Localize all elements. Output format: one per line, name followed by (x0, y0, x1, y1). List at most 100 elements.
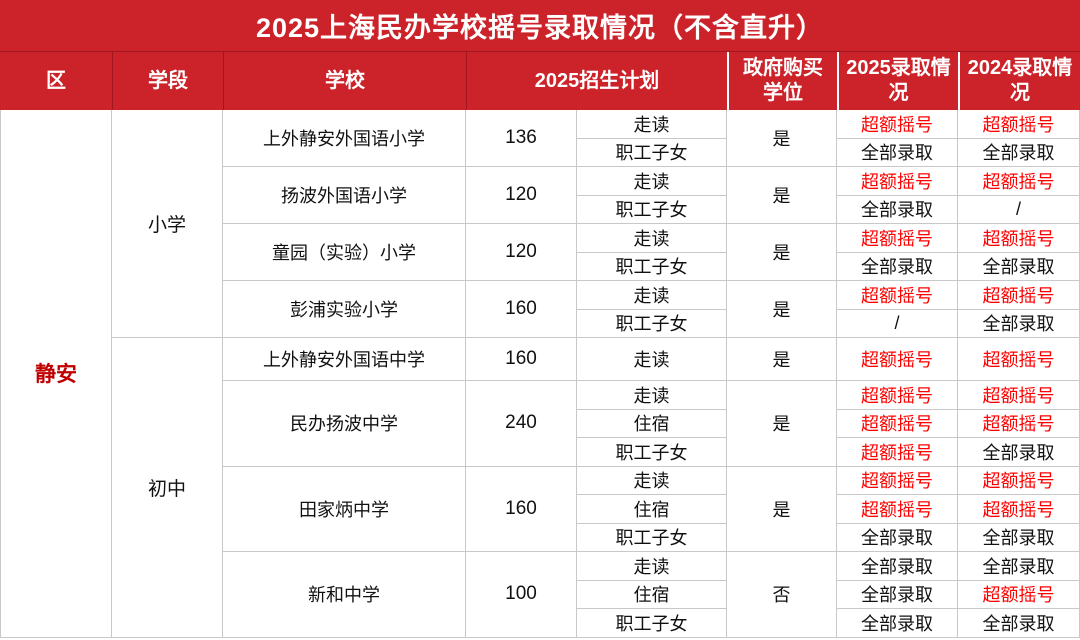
admission-table: 区 学段 学校 2025招生计划 政府购买学位 2025录取情况 2024录取情… (0, 52, 1080, 638)
table-row: 新和中学 100 走读否全部录取 全部录取 (0, 552, 1080, 638)
plan-category-cell: 走读 (577, 552, 727, 581)
plan-category-cell: 走读 (577, 224, 727, 253)
result-2025-cell: 超额摇号 (837, 338, 958, 381)
result-2024-cell: 超额摇号 (958, 409, 1080, 438)
result-2024-cell: 全部录取 (958, 438, 1080, 467)
school-cell: 上外静安外国语小学 (223, 110, 466, 167)
gov-purchase-cell: 是 (727, 466, 837, 552)
header-stage: 学段 (112, 52, 223, 110)
header-gov-purchase: 政府购买学位 (727, 52, 837, 110)
plan-category-cell: 走读 (577, 381, 727, 410)
gov-purchase-cell: 是 (727, 281, 837, 338)
result-2025-cell: 全部录取 (837, 609, 958, 638)
result-2024-cell: 超额摇号 (958, 466, 1080, 495)
plan-category-cell: 走读 (577, 167, 727, 196)
result-2025-cell: 全部录取 (837, 252, 958, 281)
table-body: 静安 小学 上外静安外国语小学 136 走读是超额摇号 超额摇号 职工子女 全部录取 全部录取扬… (0, 110, 1080, 638)
school-cell: 民办扬波中学 (223, 381, 466, 467)
plan-count-cell: 160 (466, 338, 577, 381)
result-2024-cell: / (958, 195, 1080, 224)
result-2025-cell: 全部录取 (837, 580, 958, 609)
result-2024-cell: 超额摇号 (958, 224, 1080, 253)
header-row: 区 学段 学校 2025招生计划 政府购买学位 2025录取情况 2024录取情… (0, 52, 1080, 110)
result-2025-cell: 超额摇号 (837, 281, 958, 310)
plan-category-cell: 走读 (577, 466, 727, 495)
table-row: 职工子女 全部录取 全部录取 (0, 252, 1080, 281)
table-row: 静安 小学 上外静安外国语小学 136 走读是超额摇号 超额摇号 (0, 110, 1080, 638)
plan-count-cell: 136 (466, 110, 577, 167)
result-2024-cell: 全部录取 (958, 523, 1080, 552)
table-row: 职工子女 全部录取 全部录取 (0, 609, 1080, 638)
plan-count-cell: 120 (466, 224, 577, 281)
table-row: 民办扬波中学 240 走读是超额摇号 超额摇号 (0, 381, 1080, 467)
gov-purchase-cell: 是 (727, 167, 837, 224)
plan-count-cell: 120 (466, 167, 577, 224)
plan-category-cell: 走读 (577, 338, 727, 381)
stage-cell: 小学 (112, 110, 223, 338)
school-cell: 田家炳中学 (223, 466, 466, 552)
plan-category-cell: 住宿 (577, 580, 727, 609)
result-2025-cell: 超额摇号 (837, 409, 958, 438)
gov-purchase-cell: 是 (727, 224, 837, 281)
plan-category-cell: 走读 (577, 281, 727, 310)
plan-category-cell: 职工子女 (577, 195, 727, 224)
result-2025-cell: 全部录取 (837, 138, 958, 167)
page-title: 2025上海民办学校摇号录取情况（不含直升） (0, 0, 1080, 52)
table-row: 童园（实验）小学 120 走读是超额摇号 超额摇号 (0, 224, 1080, 281)
school-cell: 童园（实验）小学 (223, 224, 466, 281)
result-2025-cell: 超额摇号 (837, 381, 958, 410)
table-row: 职工子女 全部录取 / (0, 195, 1080, 224)
table-row: 职工子女 全部录取 全部录取 (0, 523, 1080, 552)
plan-category-cell: 职工子女 (577, 609, 727, 638)
school-cell: 扬波外国语小学 (223, 167, 466, 224)
table-row: 住宿 超额摇号 超额摇号 (0, 409, 1080, 438)
stage-cell: 初中 (112, 338, 223, 638)
plan-category-cell: 职工子女 (577, 138, 727, 167)
table-row: 扬波外国语小学 120 走读是超额摇号 超额摇号 (0, 167, 1080, 224)
result-2024-cell: 超额摇号 (958, 495, 1080, 524)
gov-purchase-cell: 否 (727, 552, 837, 638)
table-row: 初中 上外静安外国语中学 160 走读是超额摇号 超额摇号 (0, 338, 1080, 638)
plan-category-cell: 职工子女 (577, 438, 727, 467)
school-cell: 新和中学 (223, 552, 466, 638)
plan-count-cell: 240 (466, 381, 577, 467)
result-2024-cell: 超额摇号 (958, 338, 1080, 381)
plan-count-cell: 160 (466, 466, 577, 552)
gov-purchase-cell: 是 (727, 110, 837, 167)
plan-category-cell: 走读 (577, 110, 727, 139)
table-row: 彭浦实验小学 160 走读是超额摇号 超额摇号 (0, 281, 1080, 338)
result-2025-cell: 全部录取 (837, 523, 958, 552)
table-row: 职工子女 超额摇号 全部录取 (0, 438, 1080, 467)
result-2024-cell: 超额摇号 (958, 381, 1080, 410)
table-row: 田家炳中学 160 走读是超额摇号 超额摇号 (0, 466, 1080, 552)
result-2025-cell: 全部录取 (837, 552, 958, 581)
header-school: 学校 (223, 52, 466, 110)
plan-count-cell: 100 (466, 552, 577, 638)
header-2025-result: 2025录取情况 (837, 52, 958, 110)
result-2025-cell: 超额摇号 (837, 466, 958, 495)
plan-category-cell: 住宿 (577, 495, 727, 524)
school-cell: 彭浦实验小学 (223, 281, 466, 338)
result-2025-cell: 全部录取 (837, 195, 958, 224)
header-enrollment-plan: 2025招生计划 (466, 52, 727, 110)
result-2024-cell: 全部录取 (958, 252, 1080, 281)
result-2025-cell: 超额摇号 (837, 110, 958, 139)
gov-purchase-cell: 是 (727, 338, 837, 381)
result-2024-cell: 超额摇号 (958, 580, 1080, 609)
result-2025-cell: 超额摇号 (837, 438, 958, 467)
result-2025-cell: 超额摇号 (837, 495, 958, 524)
district-cell: 静安 (0, 110, 112, 638)
result-2025-cell: / (837, 309, 958, 338)
header-2024-result: 2024录取情况 (958, 52, 1080, 110)
result-2025-cell: 超额摇号 (837, 167, 958, 196)
table-row: 职工子女 全部录取 全部录取 (0, 138, 1080, 167)
result-2024-cell: 超额摇号 (958, 281, 1080, 310)
header-district: 区 (0, 52, 112, 110)
table-row: 住宿 全部录取 超额摇号 (0, 580, 1080, 609)
plan-category-cell: 职工子女 (577, 252, 727, 281)
plan-category-cell: 住宿 (577, 409, 727, 438)
school-cell: 上外静安外国语中学 (223, 338, 466, 381)
gov-purchase-cell: 是 (727, 381, 837, 467)
result-2024-cell: 全部录取 (958, 309, 1080, 338)
plan-category-cell: 职工子女 (577, 309, 727, 338)
